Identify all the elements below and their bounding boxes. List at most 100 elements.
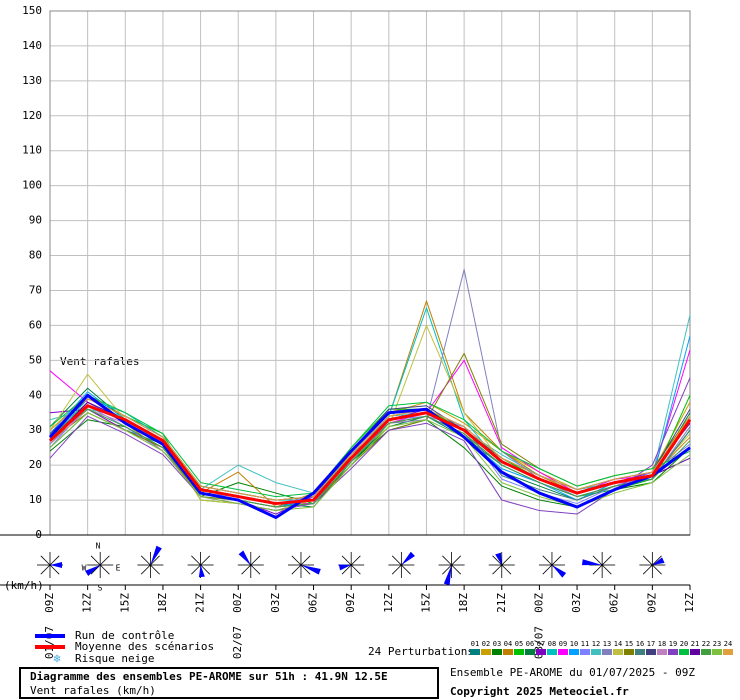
perturbation-swatch	[668, 649, 678, 655]
y-tick-label: 150	[22, 4, 42, 17]
perturbation-swatch	[536, 649, 546, 655]
x-tick-label: 18Z	[156, 593, 169, 613]
wind-rose	[538, 552, 567, 578]
rose-petal	[551, 565, 567, 578]
compass-n: N	[96, 542, 101, 551]
copyright: Copyright 2025 Meteociel.fr	[450, 685, 629, 698]
rose-petal	[50, 562, 62, 568]
perturbation-number: 16	[636, 640, 644, 648]
perturbation-swatch	[613, 649, 623, 655]
rose-spoke	[140, 564, 151, 575]
rose-spoke	[652, 564, 662, 575]
y-tick-label: 50	[29, 353, 42, 366]
rose-petal	[300, 565, 321, 575]
rose-spoke	[492, 564, 503, 575]
compass-e: E	[116, 564, 121, 573]
x-tick-label: 09Z	[344, 593, 357, 613]
legend-label: Run de contrôle	[75, 629, 174, 642]
rose-spoke	[49, 564, 60, 575]
perturbation-swatch	[657, 649, 667, 655]
perturbation-swatch	[558, 649, 568, 655]
y-tick-label: 120	[22, 109, 42, 122]
rose-spoke	[391, 564, 402, 575]
y-tick-label: 140	[22, 39, 42, 52]
legend-label: Moyenne des scénarios	[75, 640, 214, 653]
rose-petal	[401, 551, 415, 565]
perturbation-number: 03	[493, 640, 501, 648]
rose-spoke	[90, 564, 101, 575]
rose-spoke	[40, 564, 51, 575]
perturbation-number: 18	[658, 640, 666, 648]
wind-rose	[287, 552, 321, 578]
rose-spoke	[401, 564, 411, 575]
perturbation-swatch	[525, 649, 535, 655]
y-tick-label: 130	[22, 74, 42, 87]
rose-spoke	[99, 555, 110, 566]
perturbation-swatch	[602, 649, 612, 655]
rose-spoke	[150, 555, 160, 566]
rose-spoke	[191, 555, 201, 566]
rose-spoke	[200, 564, 211, 575]
date-label: 02/07	[231, 626, 244, 659]
y-tick-label: 60	[29, 318, 42, 331]
compass-w: W	[82, 564, 87, 573]
x-tick-label: 00Z	[231, 593, 244, 613]
rose-spoke	[350, 564, 361, 575]
y-tick-label: 90	[29, 214, 42, 227]
series-line	[49, 269, 691, 508]
rose-petal	[652, 557, 665, 565]
perturbation-number: 01	[471, 640, 479, 648]
y-tick-label: 20	[29, 458, 42, 471]
title-box	[19, 667, 439, 699]
y-tick-label: 70	[29, 283, 42, 296]
x-tick-label: 12Z	[382, 593, 395, 613]
rose-petal	[85, 565, 101, 577]
x-tick-label: 21Z	[194, 593, 207, 613]
x-tick-label: 06Z	[307, 593, 320, 613]
x-tick-label: 21Z	[495, 593, 508, 613]
perturbation-number: 02	[482, 640, 490, 648]
legend-snow: Risque neige	[75, 652, 154, 665]
wind-rose	[488, 552, 515, 578]
perturbation-number: 22	[702, 640, 710, 648]
wind-rose	[37, 552, 63, 578]
x-tick-label: 06Z	[608, 593, 621, 613]
perturbation-swatch	[624, 649, 634, 655]
perturbation-swatch	[701, 649, 711, 655]
perturbation-number: 04	[504, 640, 512, 648]
wind-rose	[338, 552, 365, 578]
rose-spoke	[642, 564, 653, 575]
wind-rose	[237, 550, 264, 578]
series-line	[48, 404, 692, 506]
rose-petal	[581, 559, 603, 566]
run-info: Ensemble PE-AROME du 01/07/2025 - 09Z	[450, 666, 695, 679]
y-tick-label: 10	[29, 493, 42, 506]
rose-spoke	[592, 564, 603, 575]
x-tick-label: 18Z	[457, 593, 470, 613]
perturbation-number: 13	[603, 640, 611, 648]
rose-spoke	[49, 555, 60, 566]
perturbation-swatch	[569, 649, 579, 655]
rose-spoke	[200, 555, 211, 566]
rose-spoke	[542, 564, 553, 575]
x-tick-label: 15Z	[419, 593, 432, 613]
perturbation-swatch	[547, 649, 557, 655]
rose-spoke	[350, 555, 361, 566]
perturbation-number: 23	[713, 640, 721, 648]
series-line	[49, 307, 691, 501]
x-tick-label: 12Z	[683, 593, 696, 613]
perturbation-number: 20	[680, 640, 688, 648]
perturbation-swatch	[580, 649, 590, 655]
series-line	[49, 314, 691, 494]
rose-spoke	[250, 555, 261, 566]
chart-subtitle: Vent rafales (km/h)	[30, 684, 156, 697]
perturbation-number: 06	[526, 640, 534, 648]
perturbation-number: 15	[625, 640, 633, 648]
rose-petal	[198, 565, 205, 578]
series-line	[49, 377, 691, 515]
x-tick-label: 03Z	[269, 593, 282, 613]
snow-icon: ❄	[53, 652, 60, 666]
perturbation-number: 05	[515, 640, 523, 648]
y-tick-label: 100	[22, 179, 42, 192]
